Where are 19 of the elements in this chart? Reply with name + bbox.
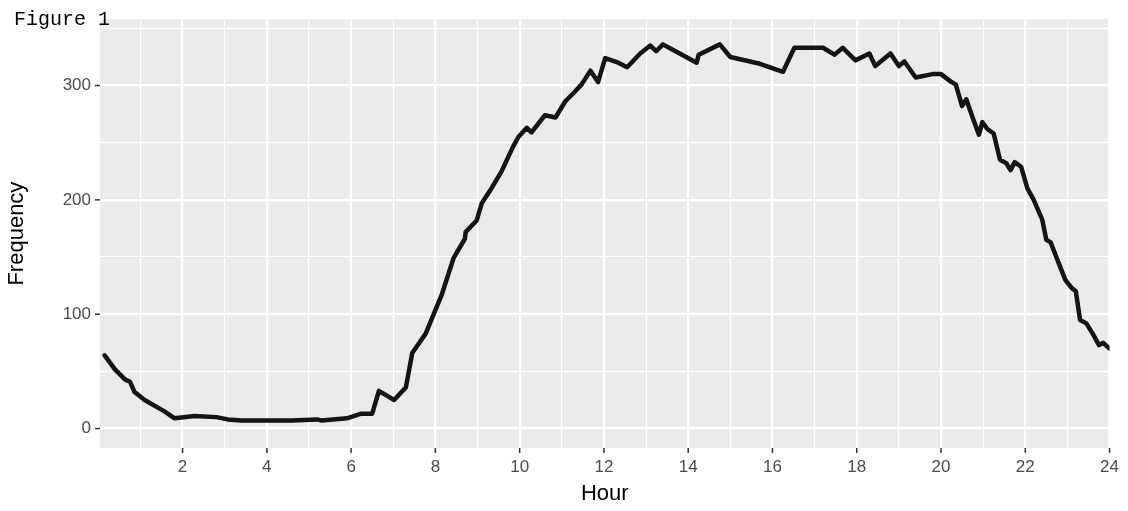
x-tick-label: 20: [931, 456, 951, 476]
x-tick-label: 10: [510, 456, 530, 476]
x-tick-label: 14: [678, 456, 698, 476]
chart-title: Figure 1: [14, 8, 111, 31]
x-tick-label: 12: [594, 456, 614, 476]
x-tick-label: 18: [847, 456, 867, 476]
x-tick-label: 16: [763, 456, 782, 476]
x-axis-title: Hour: [580, 479, 629, 505]
y-tick-label: 0: [81, 418, 91, 438]
y-tick-label: 200: [62, 189, 91, 209]
y-axis-title: Frequency: [3, 181, 29, 286]
x-tick-label: 4: [262, 456, 272, 476]
y-tick-label: 300: [62, 75, 91, 95]
x-tick-label: 2: [177, 456, 188, 476]
x-tick-label: 6: [346, 456, 356, 476]
x-tick-label: 22: [1015, 456, 1035, 476]
y-tick-label: 100: [62, 303, 91, 323]
x-tick-label: 24: [1100, 456, 1120, 476]
x-tick-label: 8: [430, 456, 441, 476]
